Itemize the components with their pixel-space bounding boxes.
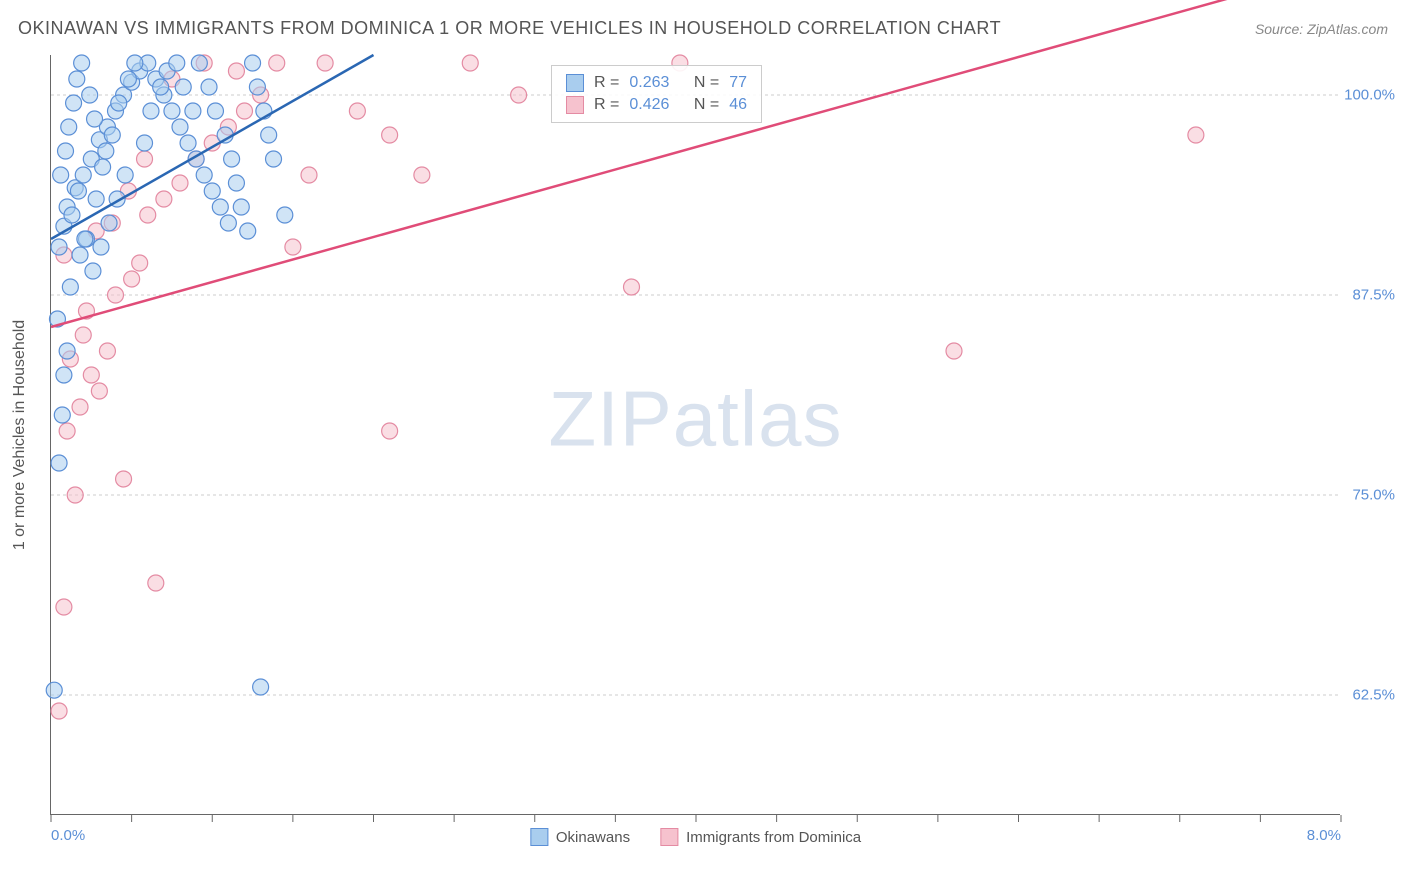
stats-n-label: N = bbox=[694, 74, 719, 92]
stats-n-value-series1: 77 bbox=[729, 74, 747, 92]
legend-item-series1: Okinawans bbox=[530, 828, 630, 846]
x-min-label: 0.0% bbox=[51, 827, 85, 844]
stats-legend-box: R = 0.263 N = 77 R = 0.426 N = 46 bbox=[551, 65, 762, 123]
y-tick-label: 75.0% bbox=[1352, 487, 1395, 504]
title-bar: OKINAWAN VS IMMIGRANTS FROM DOMINICA 1 O… bbox=[18, 18, 1388, 39]
chart-title: OKINAWAN VS IMMIGRANTS FROM DOMINICA 1 O… bbox=[18, 18, 1001, 39]
legend-label-series2: Immigrants from Dominica bbox=[686, 829, 861, 846]
swatch-series1 bbox=[566, 74, 584, 92]
y-axis-label: 1 or more Vehicles in Household bbox=[11, 320, 29, 550]
legend-bottom: Okinawans Immigrants from Dominica bbox=[530, 828, 861, 846]
swatch-series2 bbox=[566, 96, 584, 114]
legend-item-series2: Immigrants from Dominica bbox=[660, 828, 861, 846]
swatch-series2 bbox=[660, 828, 678, 846]
swatch-series1 bbox=[530, 828, 548, 846]
stats-n-value-series2: 46 bbox=[729, 96, 747, 114]
stats-n-label: N = bbox=[694, 96, 719, 114]
plot-area: ZIPatlas R = 0.263 N = 77 R = 0.426 N = … bbox=[50, 55, 1340, 815]
stats-row-series1: R = 0.263 N = 77 bbox=[566, 72, 747, 94]
y-tick-label: 87.5% bbox=[1352, 287, 1395, 304]
stats-r-label: R = bbox=[594, 96, 619, 114]
scatter-plot-svg bbox=[51, 55, 1340, 814]
y-tick-label: 100.0% bbox=[1344, 87, 1395, 104]
stats-row-series2: R = 0.426 N = 46 bbox=[566, 94, 747, 116]
y-tick-label: 62.5% bbox=[1352, 687, 1395, 704]
x-max-label: 8.0% bbox=[1307, 827, 1341, 844]
legend-label-series1: Okinawans bbox=[556, 829, 630, 846]
stats-r-label: R = bbox=[594, 74, 619, 92]
plot-container: 1 or more Vehicles in Household ZIPatlas… bbox=[50, 55, 1380, 815]
source-attribution: Source: ZipAtlas.com bbox=[1255, 21, 1388, 37]
stats-r-value-series1: 0.263 bbox=[629, 74, 669, 92]
stats-r-value-series2: 0.426 bbox=[629, 96, 669, 114]
